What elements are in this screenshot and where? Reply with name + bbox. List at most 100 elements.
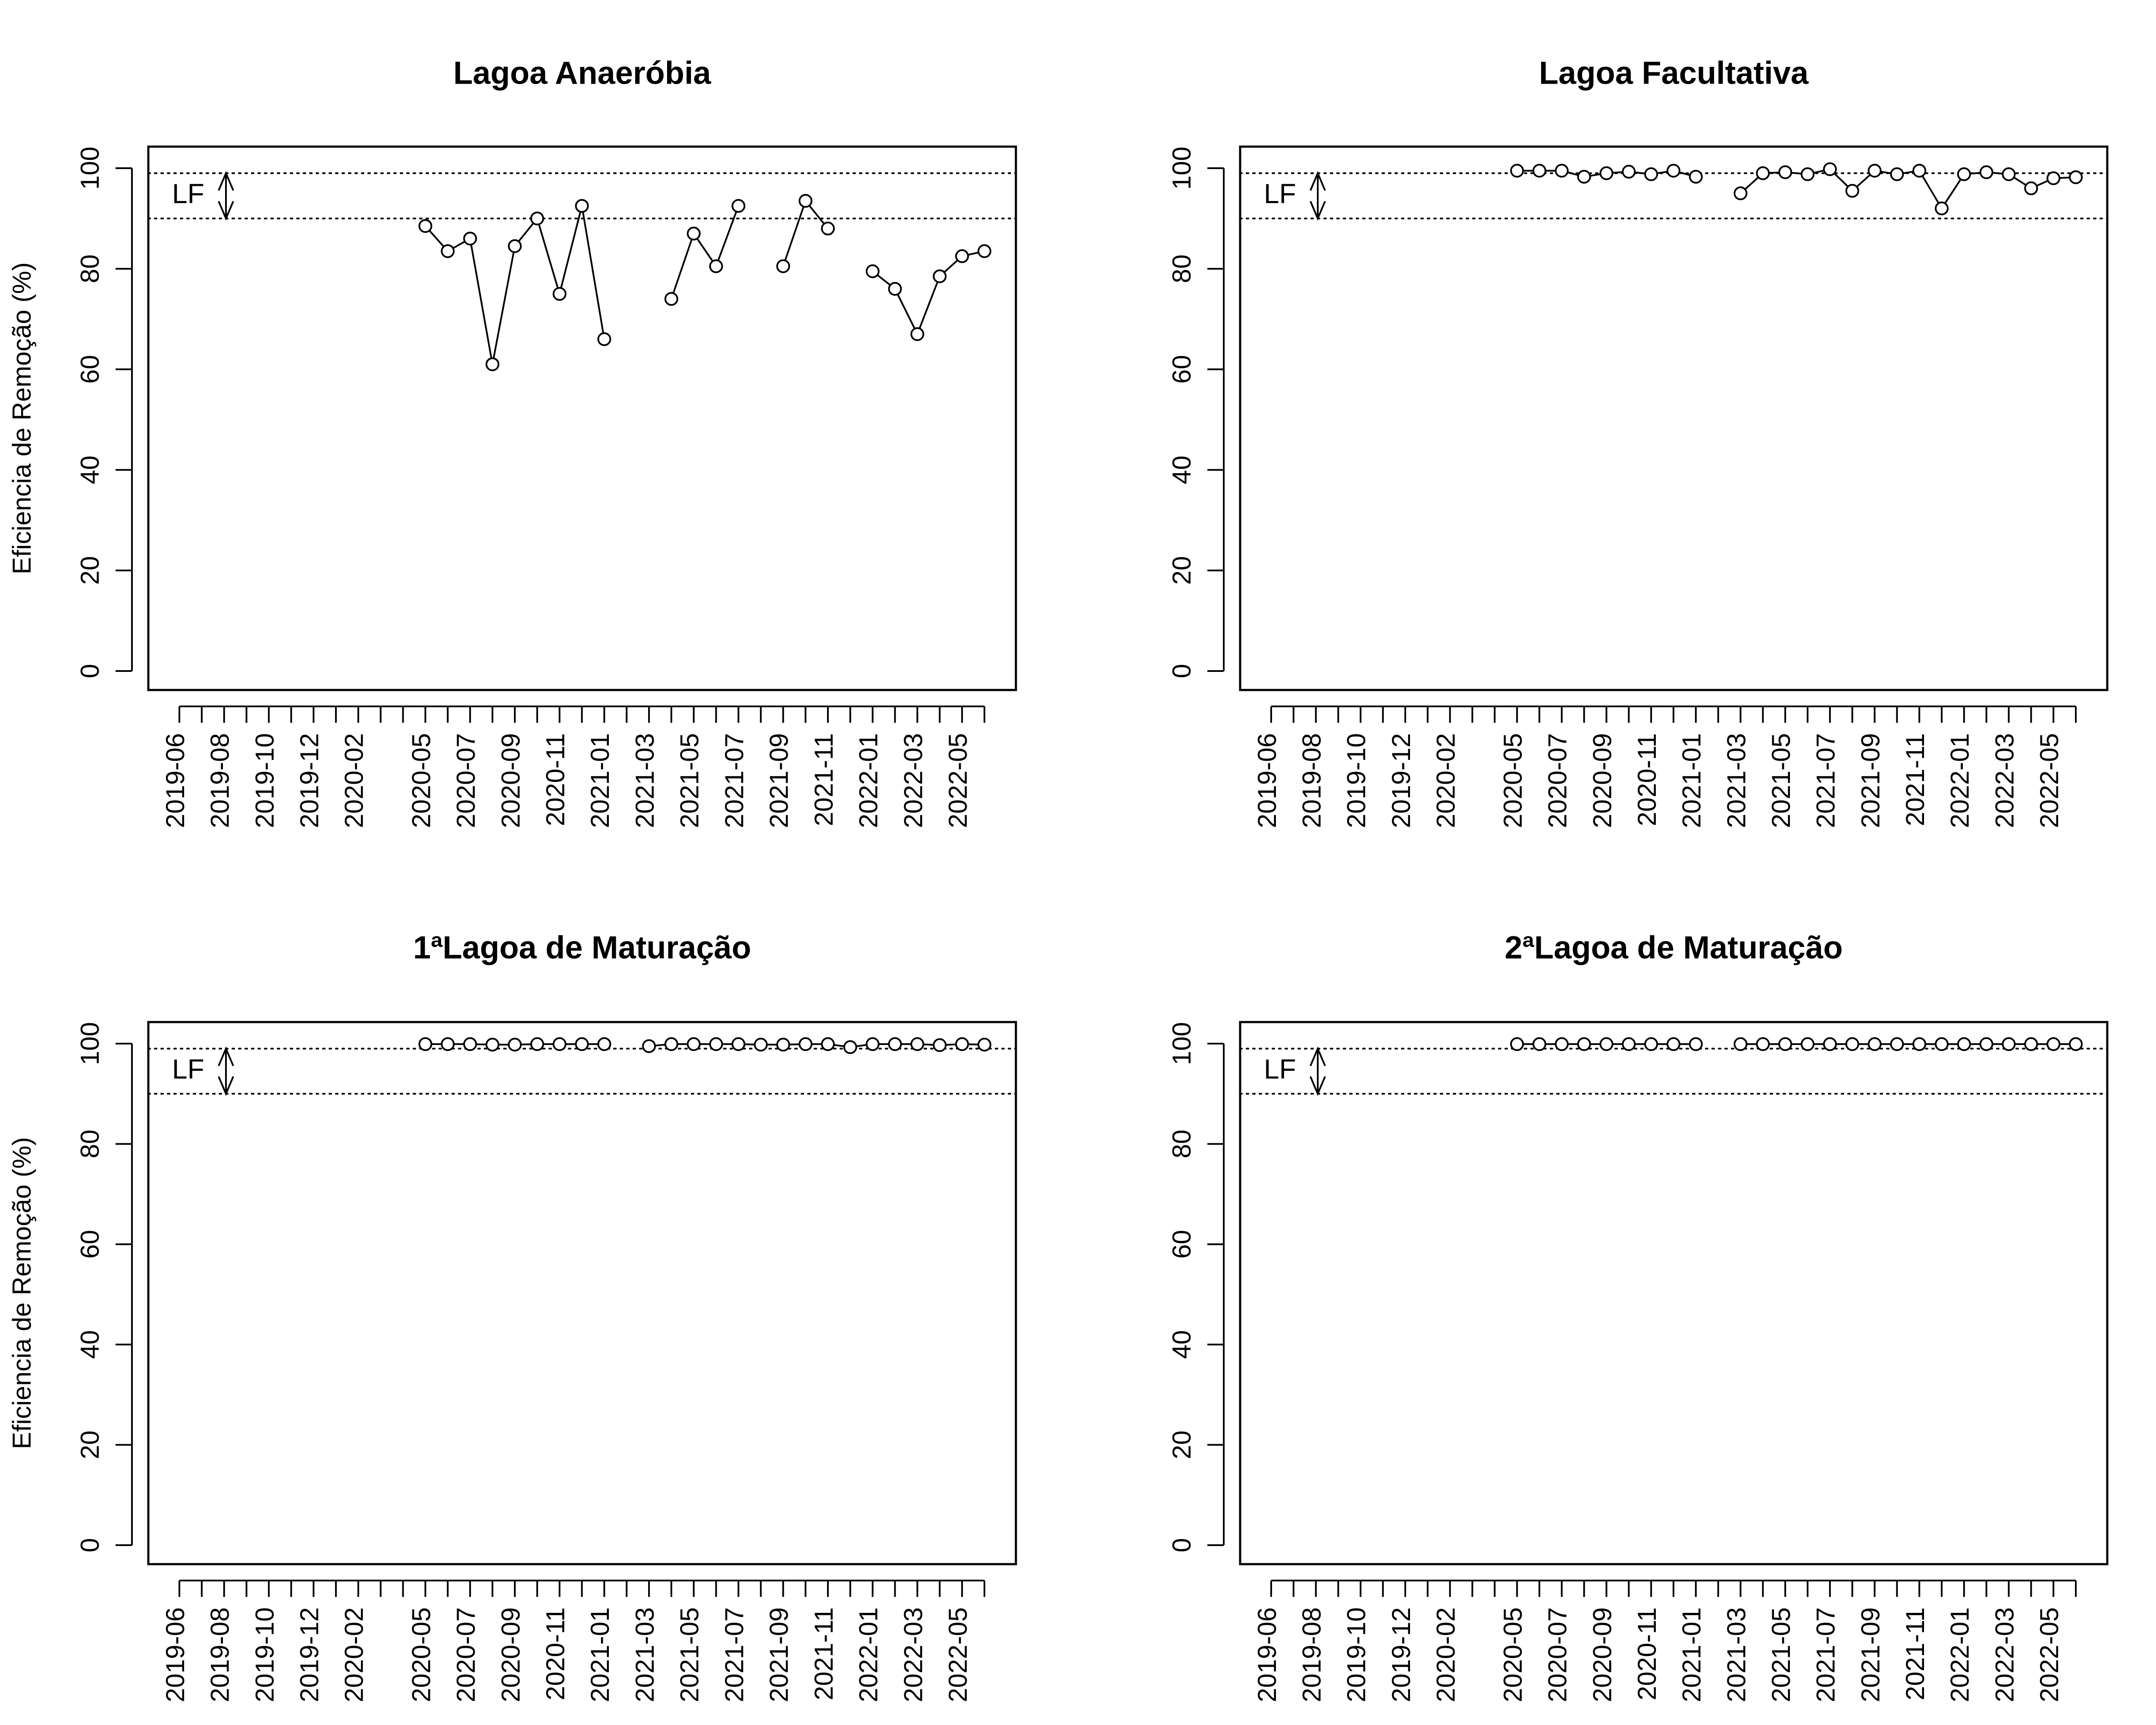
data-point (709, 1037, 723, 1051)
data-point (575, 1037, 589, 1051)
data-point (2024, 181, 2038, 195)
data-point (552, 287, 567, 301)
y-tick-label: 60 (1167, 1230, 1196, 1259)
data-point (1778, 1037, 1792, 1051)
data-point (1823, 1037, 1837, 1051)
data-point (978, 244, 991, 258)
data-point (2024, 1037, 2038, 1051)
data-point (508, 239, 522, 253)
data-point (1778, 165, 1792, 179)
x-tick-label: 2020-09 (1588, 1607, 1617, 1702)
data-point (486, 357, 500, 371)
plot-frame (1239, 145, 2109, 691)
x-tick-label: 2021-07 (1811, 733, 1840, 828)
data-point (1868, 1037, 1882, 1051)
x-tick-label: 2020-09 (496, 1607, 525, 1702)
data-point (664, 292, 678, 306)
data-point (865, 1037, 880, 1051)
y-tick-label: 40 (75, 1330, 104, 1359)
x-tick-label: 2021-09 (1856, 1607, 1885, 1702)
y-tick-label: 40 (1167, 455, 1196, 484)
x-tick-label: 2020-05 (1498, 1607, 1527, 1702)
data-point (575, 199, 589, 213)
x-tick-label: 2019-10 (250, 733, 279, 828)
x-tick-label: 2020-07 (1543, 733, 1572, 828)
limit-arrow (218, 171, 234, 221)
x-tick-label: 2021-01 (586, 1607, 614, 1702)
series-segment (536, 218, 561, 295)
limit-label: LF (172, 1054, 204, 1085)
x-tick-label: 2022-05 (943, 733, 972, 828)
series-segment (558, 205, 583, 294)
y-tick-label: 0 (75, 664, 104, 678)
x-tick-label: 2019-12 (1387, 1607, 1416, 1702)
y-tick-label: 100 (1167, 1022, 1196, 1065)
data-point (1801, 1037, 1814, 1051)
data-point (1689, 169, 1703, 184)
y-tick-label: 0 (75, 1538, 104, 1552)
x-tick-label: 2021-11 (809, 1607, 838, 1700)
x-tick-label: 2019-10 (1342, 1607, 1371, 1702)
data-point (821, 221, 835, 235)
data-point (1510, 1037, 1524, 1051)
data-point (1644, 1037, 1658, 1051)
y-tick-label: 60 (1167, 355, 1196, 384)
data-point (1532, 163, 1546, 178)
data-point (530, 211, 544, 226)
data-point (1599, 166, 1614, 180)
data-point (2002, 167, 2016, 181)
data-point (1957, 1037, 1971, 1051)
x-tick-label: 2020-05 (1498, 733, 1527, 828)
x-tick-label: 2020-09 (496, 733, 525, 828)
chart-panel-3: 1ªLagoa de Maturação Eficiencia de Remoçã… (7, 930, 1017, 1702)
x-tick-label: 2021-11 (809, 733, 838, 826)
data-point (686, 1037, 701, 1051)
data-point (1957, 167, 1971, 181)
x-tick-label: 2019-06 (161, 1607, 190, 1702)
x-tick-label: 2022-01 (1946, 1607, 1974, 1702)
x-tick-label: 2020-02 (340, 733, 369, 828)
data-point (776, 1038, 790, 1052)
x-tick-label: 2020-11 (541, 733, 570, 826)
data-point (1577, 1037, 1591, 1051)
y-tick-label: 40 (1167, 1330, 1196, 1359)
x-tick-label: 2021-03 (1722, 1607, 1751, 1702)
data-point (597, 332, 611, 346)
data-point (1935, 1037, 1949, 1051)
x-tick-label: 2020-05 (407, 733, 436, 828)
x-tick-label: 2021-05 (675, 1607, 704, 1702)
y-tick-label: 0 (1167, 1538, 1196, 1552)
x-tick-label: 2020-11 (541, 1607, 570, 1700)
data-point (1554, 1037, 1569, 1051)
x-tick-label: 2022-03 (899, 1607, 928, 1702)
x-tick-label: 2020-02 (1432, 1607, 1460, 1702)
x-tick-label: 2019-06 (1253, 733, 1282, 828)
data-point (2069, 1037, 2083, 1051)
chart-title: Lagoa Anaeróbia (453, 55, 711, 91)
data-point (754, 1038, 768, 1052)
data-point (530, 1037, 544, 1051)
y-tick-label: 100 (75, 1022, 104, 1065)
x-tick-label: 2022-01 (854, 1607, 883, 1702)
x-tick-label: 2022-05 (2035, 733, 2064, 828)
data-point (799, 1037, 813, 1051)
data-point (1599, 1037, 1614, 1051)
data-point (888, 1037, 902, 1051)
x-tick-label: 2022-05 (2035, 1607, 2064, 1702)
x-tick-label: 2019-08 (206, 1607, 235, 1702)
series-segment (916, 276, 941, 335)
data-point (1845, 1037, 1859, 1051)
limit-arrow (1310, 1046, 1326, 1096)
data-point (1912, 1037, 1927, 1051)
plot-frame (1239, 1021, 2109, 1565)
data-point (709, 259, 723, 273)
series-segment (782, 201, 807, 267)
x-tick-label: 2019-08 (1297, 733, 1326, 828)
x-tick-label: 2021-03 (630, 733, 659, 828)
y-tick-label: 60 (75, 1230, 104, 1259)
data-point (463, 1037, 477, 1051)
series-segment (715, 205, 740, 267)
x-tick-label: 2019-06 (161, 733, 190, 828)
x-tick-label: 2022-01 (854, 733, 883, 828)
